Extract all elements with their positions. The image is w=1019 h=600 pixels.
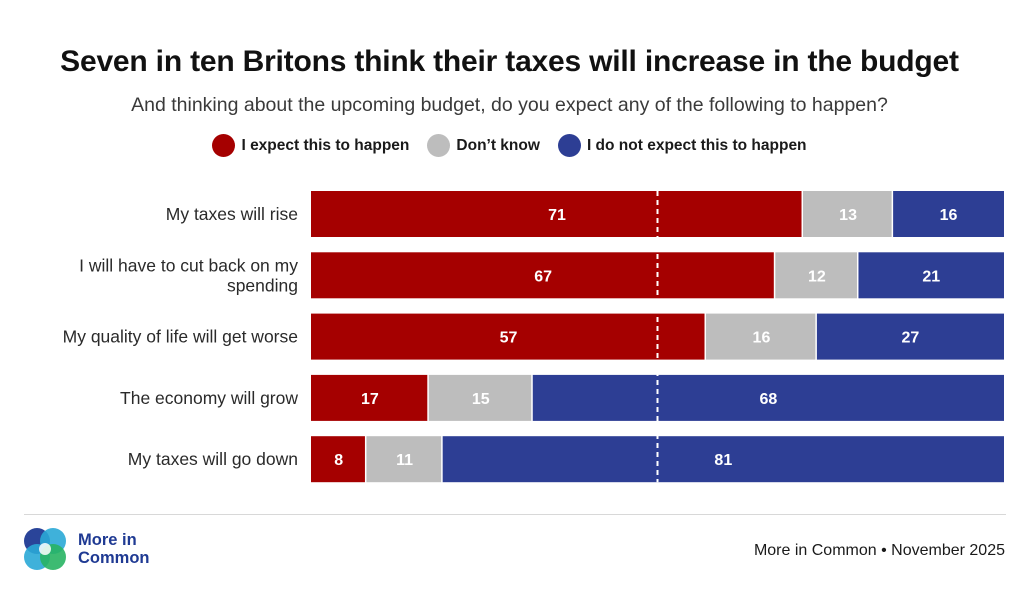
category-label: My taxes will go down <box>128 449 298 469</box>
bar-segment <box>803 191 892 237</box>
data-label: 15 <box>472 391 490 408</box>
source-note: More in Common • November 2025 <box>753 542 1005 559</box>
category-label: My quality of life will get worse <box>63 327 298 347</box>
legend-item-not-expect: I do not expect this to happen <box>557 134 807 157</box>
bar-segment <box>311 436 365 483</box>
legend-item-expect: I expect this to happen <box>212 134 409 157</box>
logo-text-line1: More in <box>78 531 137 549</box>
category-label: The economy will grow <box>120 388 298 408</box>
footer-divider <box>24 514 1006 515</box>
category-label: My taxes will rise <box>166 204 298 224</box>
data-label: 68 <box>759 391 777 408</box>
data-label: 11 <box>396 452 413 469</box>
legend-swatch-dont-know <box>427 134 451 157</box>
legend-item-dont-know: Don’t know <box>427 134 540 157</box>
chart-subtitle: And thinking about the upcoming budget, … <box>131 94 888 116</box>
more-in-common-logo: More in Common <box>22 526 150 572</box>
legend-swatch-expect <box>212 134 236 157</box>
data-label: 13 <box>839 207 857 224</box>
data-label: 17 <box>361 391 379 408</box>
category-label: spending <box>227 275 298 295</box>
data-label: 67 <box>534 268 552 285</box>
bar-segment <box>311 374 428 421</box>
bar-segment <box>428 374 532 421</box>
bar-segment <box>706 313 816 360</box>
bar-segment <box>311 313 705 360</box>
data-label: 8 <box>334 452 343 469</box>
category-label: I will have to cut back on my <box>79 255 298 275</box>
bar-segment <box>532 374 1004 421</box>
legend-label-dont-know: Don’t know <box>456 136 540 154</box>
bar-segment <box>893 191 1004 237</box>
chart-title: Seven in ten Britons think their taxes w… <box>60 45 959 78</box>
legend-label-not-expect: I do not expect this to happen <box>586 136 807 154</box>
data-label: 27 <box>902 330 920 347</box>
data-label: 71 <box>548 207 566 224</box>
logo-text: More in Common <box>78 531 150 567</box>
bar-segment <box>366 436 442 483</box>
data-label: 57 <box>500 330 518 347</box>
data-label: 16 <box>940 207 958 224</box>
logo-text-line2: Common <box>78 549 150 567</box>
bar-segment <box>816 313 1004 360</box>
data-label: 81 <box>714 452 732 469</box>
bar-segment <box>858 252 1004 299</box>
legend: I expect this to happen Don’t know I do … <box>0 134 1019 157</box>
stacked-bar-chart: My taxes will rise 71 13 16 I will have to c… <box>63 191 1004 483</box>
bar-segment <box>311 191 802 237</box>
bar-segment <box>775 252 857 299</box>
legend-label-expect: I expect this to happen <box>241 136 410 154</box>
data-label: 12 <box>808 268 826 285</box>
legend-swatch-not-expect <box>557 134 581 157</box>
data-label: 16 <box>753 330 771 347</box>
bar-segment <box>442 436 1004 483</box>
bar-segment <box>311 252 774 299</box>
logo-mark-icon <box>24 528 66 570</box>
data-label: 21 <box>922 268 940 285</box>
